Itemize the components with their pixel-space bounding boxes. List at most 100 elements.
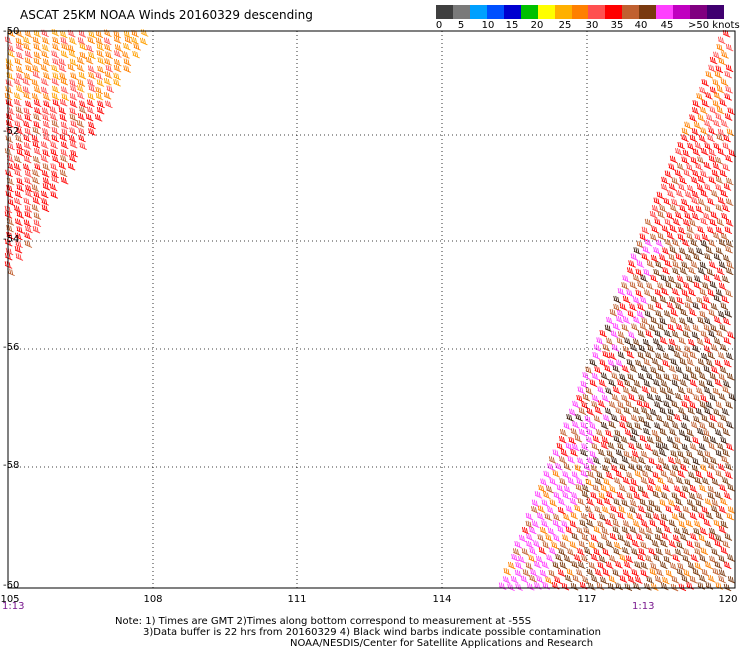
wind-barb (674, 485, 682, 493)
wind-barb (672, 261, 681, 269)
wind-barb (638, 394, 646, 402)
wind-barb (33, 219, 42, 228)
wind-barb (646, 282, 654, 290)
wind-barb (525, 512, 534, 521)
wind-barb (15, 113, 24, 122)
wind-barb (16, 51, 24, 60)
lon-tick-label: 114 (432, 594, 452, 605)
wind-barb (709, 555, 717, 564)
wind-barb (559, 541, 568, 549)
wind-barb (514, 569, 523, 578)
wind-barb (31, 204, 40, 212)
wind-barb (58, 58, 67, 66)
wind-barb (563, 513, 571, 521)
wind-barb (652, 490, 661, 499)
wind-barb (696, 296, 704, 305)
wind-barb (723, 583, 732, 592)
wind-barb (703, 429, 711, 438)
wind-barb (78, 30, 87, 38)
wind-barb (721, 212, 729, 221)
wind-barb (70, 120, 79, 128)
wind-barb (23, 219, 32, 227)
wind-barb (619, 303, 628, 311)
colorbar-swatch (707, 5, 724, 19)
wind-barb (577, 386, 586, 394)
wind-barb (709, 373, 718, 381)
wind-barb (661, 442, 670, 451)
wind-barb (726, 128, 735, 137)
wind-barb (687, 205, 696, 213)
wind-barb (691, 464, 700, 473)
wind-barb (689, 351, 698, 360)
wind-barb (623, 450, 632, 459)
wind-barb (575, 413, 583, 422)
wind-barb (514, 540, 522, 549)
wind-barb (642, 470, 650, 479)
wind-barb (717, 442, 725, 451)
wind-barb (583, 527, 591, 535)
wind-barb (23, 43, 31, 51)
wind-barb (617, 288, 626, 296)
wind-barb (612, 526, 621, 534)
wind-barb (727, 506, 736, 514)
wind-barb (679, 247, 687, 256)
colorbar-swatch (571, 5, 589, 19)
wind-barb (630, 414, 639, 423)
wind-barb (105, 51, 113, 59)
wind-barb (572, 575, 581, 583)
wind-barb (7, 142, 15, 151)
wind-barb (131, 30, 139, 38)
wind-barb (651, 358, 660, 366)
wind-barb (52, 36, 60, 45)
wind-barb (612, 569, 621, 577)
wind-barb (678, 183, 686, 192)
wind-barb (34, 163, 42, 171)
wind-barb (597, 562, 606, 570)
wind-barb (648, 547, 656, 556)
wind-barb (650, 233, 658, 242)
wind-barb (689, 114, 697, 122)
wind-barb (631, 323, 639, 331)
wind-barb (668, 275, 676, 284)
wind-barb (691, 421, 699, 430)
wind-barb (4, 238, 13, 247)
wind-barb (563, 463, 572, 471)
wind-barb (590, 534, 599, 543)
wind-barb (580, 470, 589, 478)
wind-barb (638, 505, 646, 514)
wind-barb (543, 470, 552, 479)
wind-barb (668, 540, 677, 548)
wind-barb (596, 582, 605, 591)
wind-barb (697, 198, 706, 207)
wind-barb (615, 470, 624, 479)
wind-barb (140, 29, 149, 37)
wind-barb (707, 226, 715, 234)
wind-barb (650, 295, 659, 304)
wind-barb (662, 247, 670, 255)
wind-barb (689, 485, 698, 493)
wind-barb (710, 211, 719, 220)
wind-barb (77, 113, 86, 121)
wind-barb (644, 218, 653, 227)
wind-barb (537, 505, 546, 513)
wind-barb (655, 394, 663, 403)
wind-barb (525, 520, 534, 529)
wind-barb (5, 169, 13, 178)
wind-barb (609, 485, 617, 494)
wind-barb (622, 520, 631, 528)
wind-barb (674, 504, 682, 513)
wind-barb (526, 533, 534, 541)
wind-barb (695, 499, 704, 508)
wind-barb (653, 268, 661, 277)
wind-barb (97, 65, 105, 74)
wind-barb (43, 134, 51, 142)
wind-barb (725, 219, 734, 227)
wind-barb (606, 450, 615, 458)
wind-barb (670, 309, 679, 317)
wind-barb (589, 422, 597, 430)
wind-barb (42, 163, 51, 171)
wind-barb (648, 324, 657, 332)
wind-barb (4, 205, 13, 214)
wind-barb (612, 519, 621, 528)
wind-barb (723, 317, 731, 326)
